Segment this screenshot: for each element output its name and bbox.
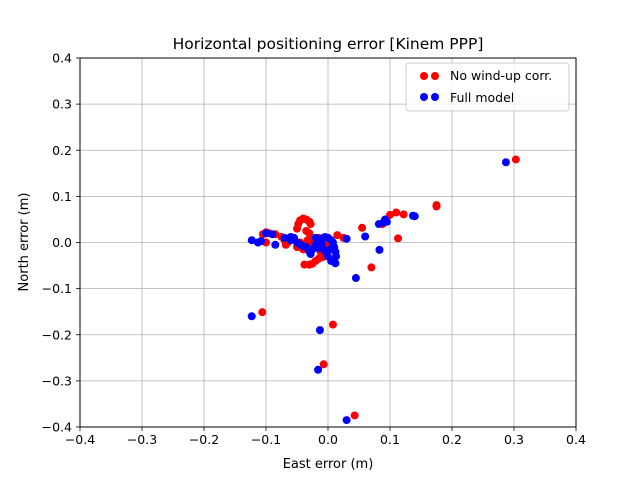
data-points	[247, 155, 520, 425]
point-full-model	[315, 326, 324, 335]
y-tick-label: 0.0	[52, 235, 72, 250]
y-tick-label: 0.4	[52, 51, 72, 66]
x-tick-label: −0.3	[127, 432, 157, 447]
y-tick-label: −0.3	[42, 373, 72, 388]
point-full-model	[342, 234, 351, 243]
legend-box	[405, 62, 570, 112]
y-tick-label: 0.3	[52, 97, 72, 112]
point-no-windup-corr	[333, 231, 342, 240]
point-full-model	[325, 245, 334, 254]
point-full-model	[311, 233, 320, 242]
y-tick-label: 0.1	[52, 189, 72, 204]
y-tick-label: 0.2	[52, 143, 72, 158]
point-full-model	[351, 274, 360, 283]
point-no-windup-corr	[350, 411, 359, 420]
point-full-model	[410, 212, 419, 221]
point-no-windup-corr	[328, 320, 337, 329]
legend-label-full-model: Full model	[450, 90, 514, 105]
point-no-windup-corr	[358, 223, 367, 232]
point-no-windup-corr	[394, 234, 403, 243]
x-tick-label: −0.2	[189, 432, 219, 447]
point-no-windup-corr	[399, 210, 408, 219]
x-tick-label: 0.2	[442, 432, 462, 447]
point-full-model	[280, 233, 289, 242]
point-full-model	[501, 158, 510, 167]
point-no-windup-corr	[258, 308, 267, 317]
point-no-windup-corr	[511, 155, 520, 164]
legend-label-no-windup: No wind-up corr.	[450, 68, 552, 83]
point-full-model	[361, 232, 370, 241]
x-tick-label: 0.3	[504, 432, 524, 447]
point-no-windup-corr	[432, 202, 441, 211]
point-no-windup-corr	[392, 208, 401, 217]
legend: No wind-up corr. Full model	[405, 62, 570, 112]
axis-ticks: −0.4 −0.3 −0.2 −0.1 0.0 0.1 0.2 0.3 0.4 −0.4 −0.3 −…	[42, 51, 586, 448]
legend-marker-no-windup	[420, 72, 428, 80]
series-full-model	[247, 158, 510, 425]
y-tick-label: −0.2	[42, 327, 72, 342]
point-full-model	[306, 250, 315, 259]
x-tick-label: −0.4	[65, 432, 95, 447]
x-axis-label: East error (m)	[283, 457, 374, 472]
chart-title: Horizontal positioning error [Kinem PPP]	[173, 35, 484, 53]
legend-marker-no-windup-2	[431, 72, 439, 80]
point-full-model	[342, 416, 351, 425]
point-full-model	[317, 240, 326, 249]
x-tick-label: −0.1	[251, 432, 281, 447]
x-tick-label: 0.1	[380, 432, 400, 447]
point-full-model	[375, 245, 384, 254]
point-no-windup-corr	[319, 360, 328, 369]
point-full-model	[374, 220, 383, 229]
point-full-model	[262, 229, 270, 238]
legend-marker-full-model-2	[431, 93, 439, 101]
point-full-model	[247, 236, 256, 245]
point-full-model	[268, 230, 277, 239]
legend-marker-full-model	[420, 93, 428, 101]
point-no-windup-corr	[306, 220, 315, 229]
point-full-model	[382, 217, 391, 226]
point-full-model	[247, 312, 256, 321]
point-full-model	[257, 237, 266, 246]
x-tick-label: 0.0	[318, 432, 338, 447]
x-tick-label: 0.4	[566, 432, 586, 447]
point-full-model	[271, 240, 280, 249]
point-no-windup-corr	[367, 263, 376, 272]
y-tick-label: −0.1	[42, 281, 72, 296]
y-tick-label: −0.4	[42, 420, 72, 435]
y-axis-label: North error (m)	[17, 193, 32, 292]
point-full-model	[314, 365, 323, 374]
